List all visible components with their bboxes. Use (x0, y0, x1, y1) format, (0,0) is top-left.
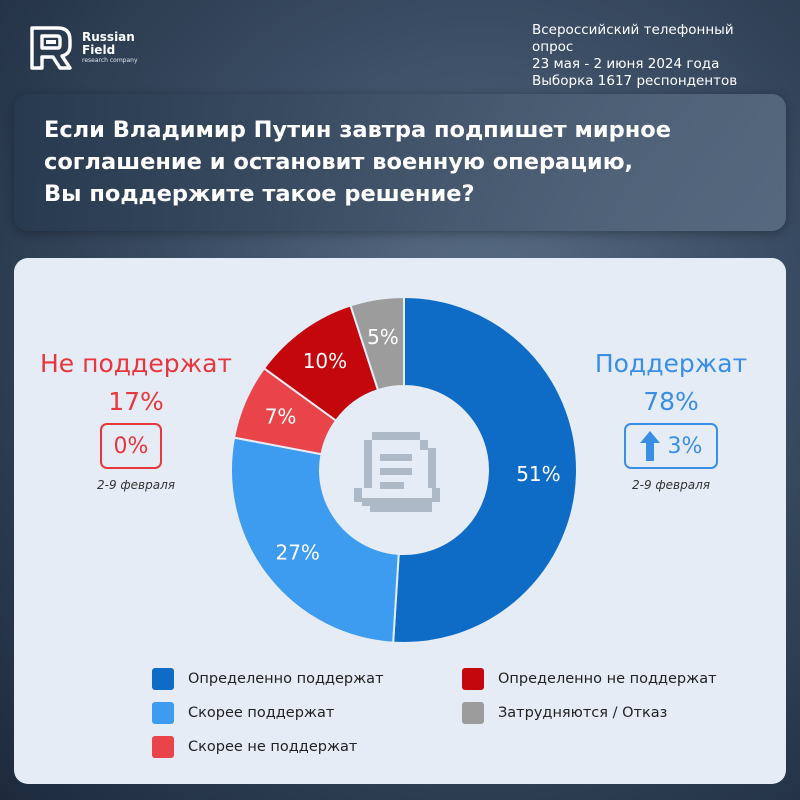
brand-name-line1: Russian (82, 30, 135, 45)
legend-swatch (462, 702, 484, 724)
donut-slice (349, 295, 405, 392)
slice-value-label: 51% (516, 462, 560, 486)
support-period: 2-9 февраля (632, 478, 710, 492)
legend-item: Определенно поддержат (152, 668, 384, 690)
survey-dates: 23 мая - 2 июня 2024 года (532, 56, 720, 72)
survey-info: Всероссийский телефонный опрос 23 мая - … (532, 22, 772, 90)
slice-value-label: 10% (303, 349, 347, 373)
brand-logo: Russian Field research company (28, 24, 138, 72)
legend-label: Затрудняются / Отказ (498, 705, 668, 721)
support-change-badge: 3% (624, 423, 718, 469)
slice-value-label: 5% (367, 325, 399, 349)
question-line-1: Если Владимир Путин завтра подпишет мирн… (44, 117, 672, 143)
legend-item: Затрудняются / Отказ (462, 702, 667, 724)
question-line-3: Вы поддержите такое решение? (44, 181, 475, 207)
chart-card: 51% 27% 7% 10% 5% Не поддержат 17% 0% 2-9 фе… (14, 258, 786, 784)
oppose-change-value: 0% (113, 433, 149, 459)
legend-item: Определенно не поддержат (462, 668, 717, 690)
legend-swatch (152, 668, 174, 690)
legend-label: Скорее не поддержат (188, 739, 358, 755)
question-text: Если Владимир Путин завтра подпишет мирн… (44, 114, 764, 210)
question-line-2: соглашение и остановит военную операцию, (44, 149, 634, 175)
survey-type: Всероссийский телефонный опрос (532, 22, 734, 55)
support-value: 78% (643, 387, 699, 416)
legend-label: Определенно не поддержат (498, 671, 717, 687)
support-label: Поддержат (594, 349, 748, 378)
donut-chart: 51% 27% 7% 10% 5% (230, 295, 578, 644)
legend-swatch (462, 668, 484, 690)
document-icon (354, 432, 440, 512)
legend-swatch (152, 736, 174, 758)
arrow-up-icon (639, 431, 660, 461)
legend-item: Скорее поддержат (152, 702, 334, 724)
donut-slice (392, 295, 578, 644)
survey-sample: Выборка 1617 респондентов (532, 73, 738, 89)
legend-item: Скорее не поддержат (152, 736, 357, 758)
legend-label: Определенно поддержат (188, 671, 384, 687)
donut-slice (230, 436, 400, 644)
slice-value-label: 7% (265, 405, 297, 429)
oppose-period: 2-9 февраля (97, 478, 175, 492)
oppose-change-badge: 0% (100, 423, 162, 469)
legend-swatch (152, 702, 174, 724)
question-card: Если Владимир Путин завтра подпишет мирн… (14, 94, 786, 231)
brand-tagline: research company (82, 57, 138, 65)
russian-field-logo-icon (30, 26, 72, 70)
oppose-label: Не поддержат (40, 349, 232, 378)
legend-label: Скорее поддержат (188, 705, 335, 721)
support-change-value: 3% (667, 433, 703, 459)
oppose-value: 17% (108, 387, 164, 416)
brand-name-line2: Field (82, 42, 116, 57)
slice-value-label: 27% (275, 540, 319, 564)
